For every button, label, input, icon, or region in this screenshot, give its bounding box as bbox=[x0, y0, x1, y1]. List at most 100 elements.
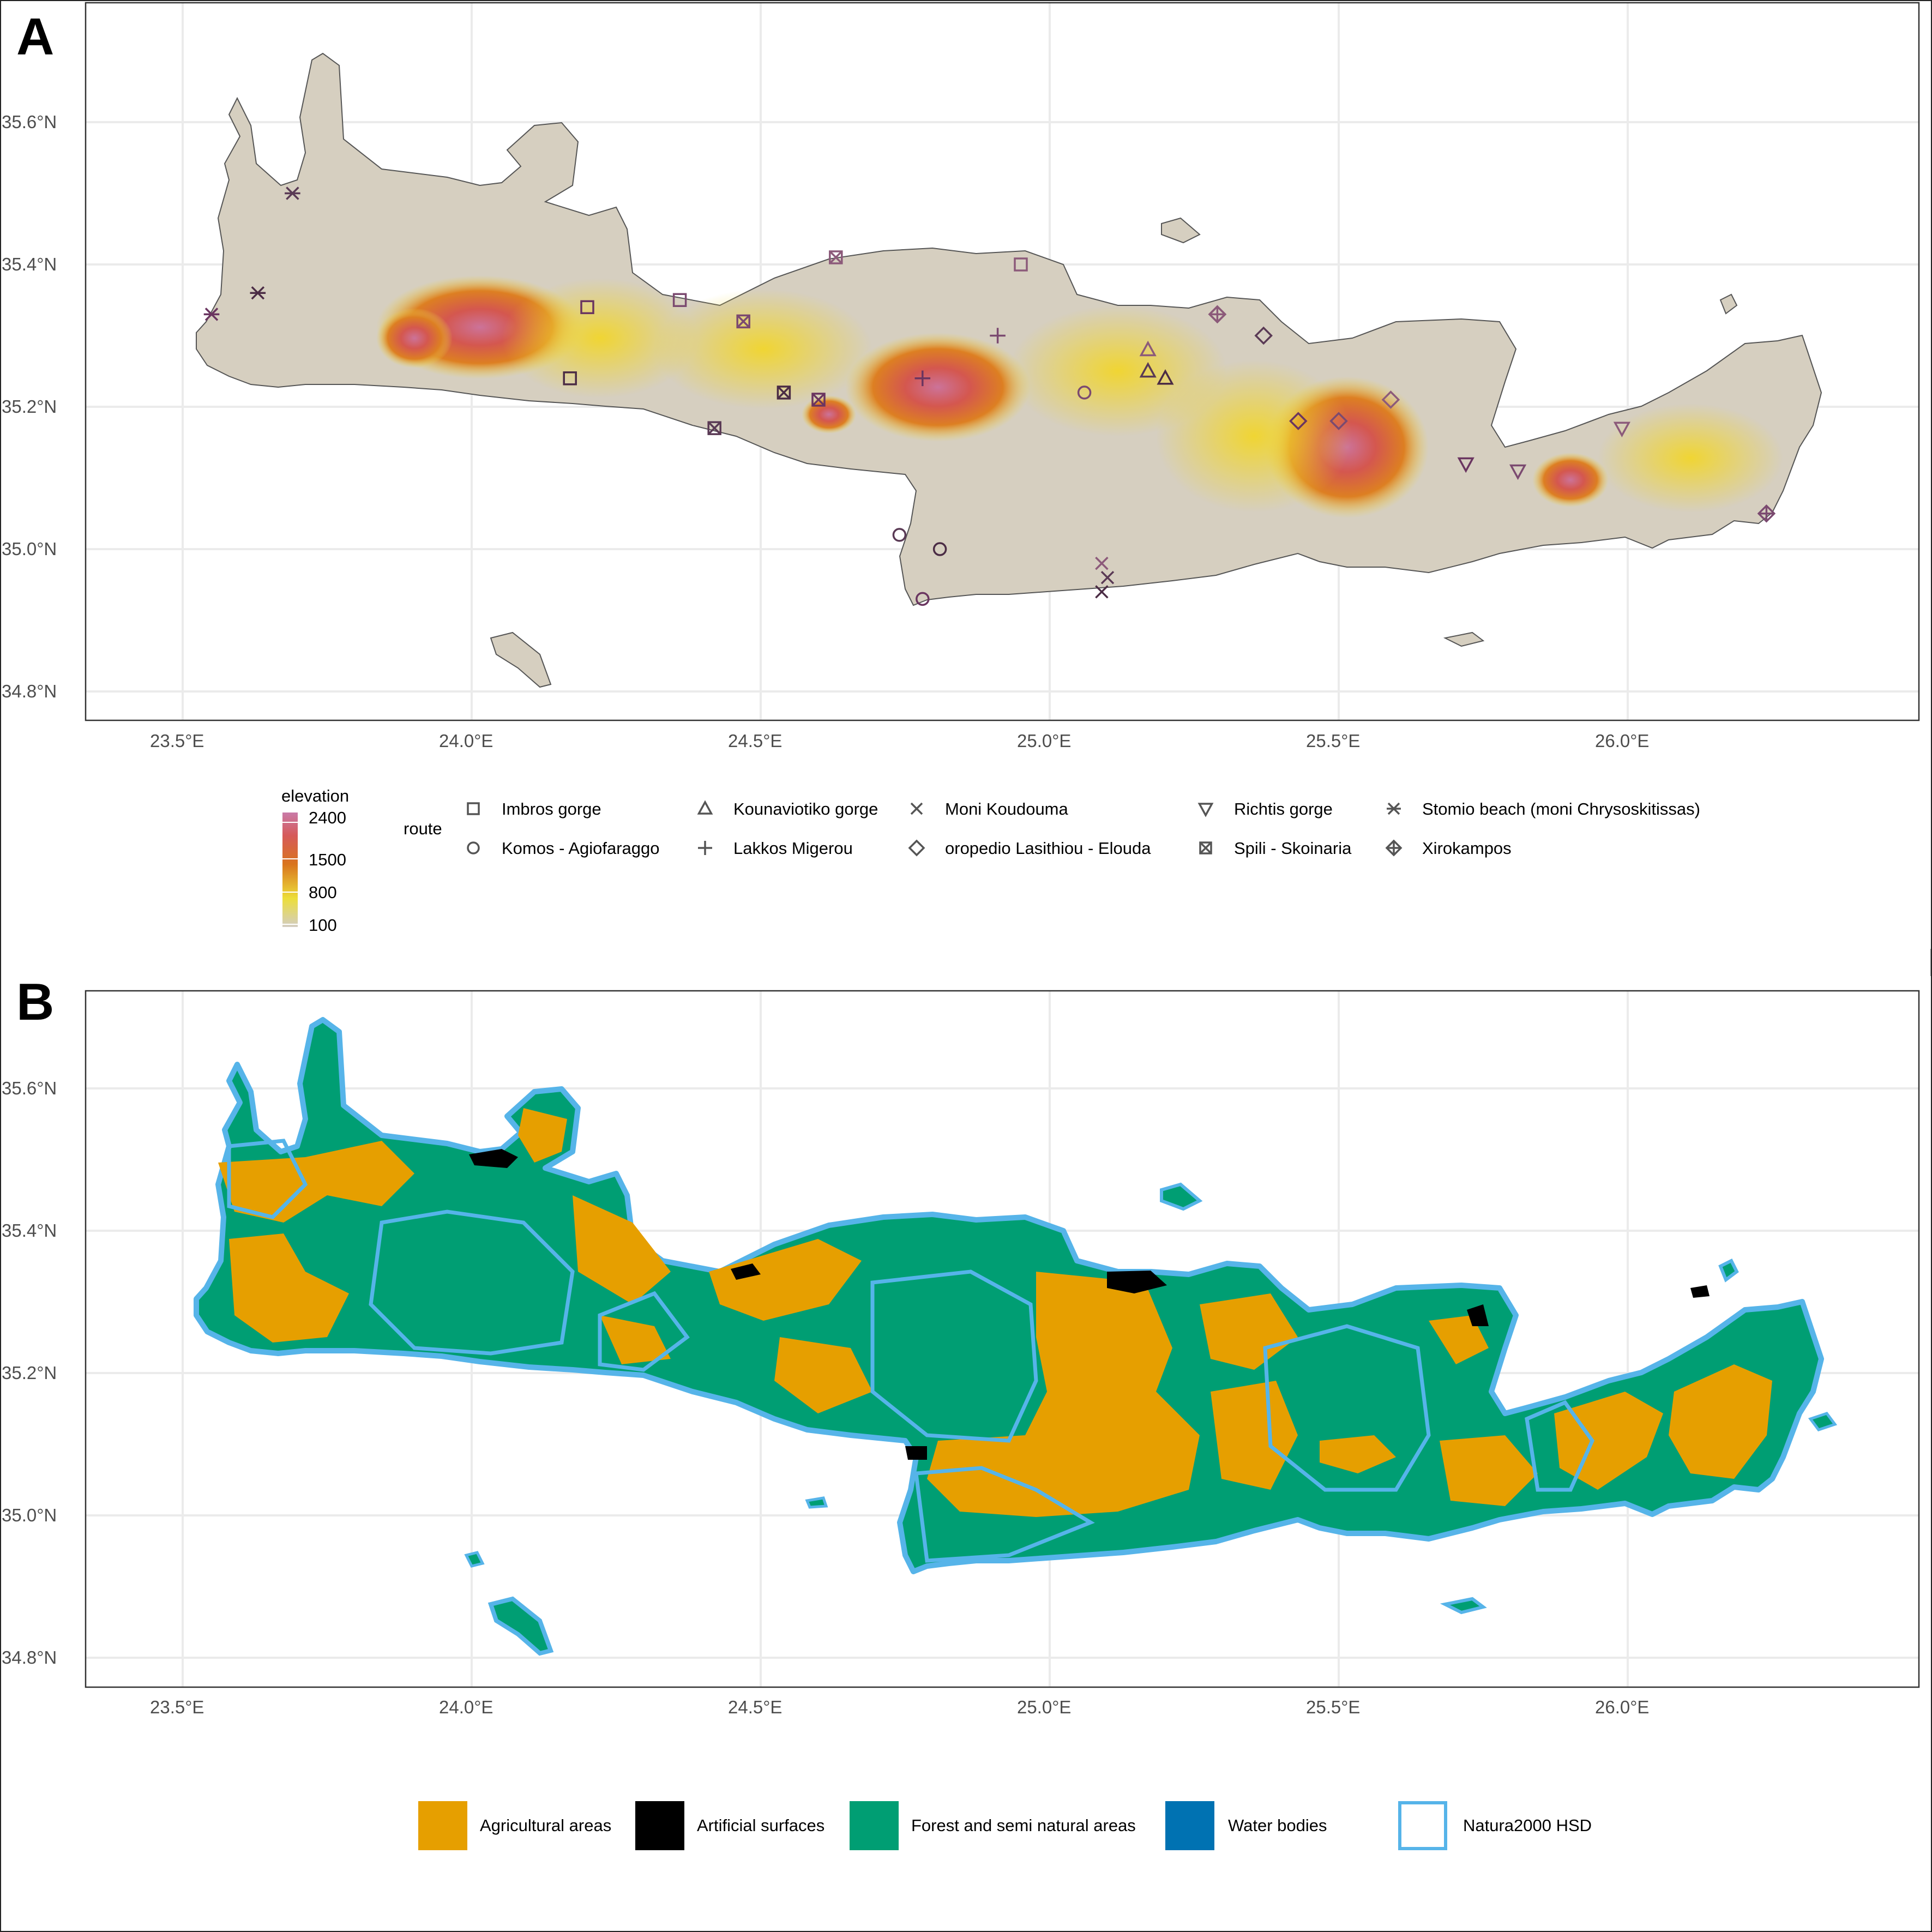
panel-b-letter: B bbox=[16, 973, 54, 1031]
agri-patch-rethymno bbox=[709, 1239, 862, 1321]
natura-lefka-ori bbox=[369, 1209, 575, 1356]
route-point-cross bbox=[1095, 585, 1109, 599]
y-tick-a-35-2: 35.2°N bbox=[2, 396, 57, 417]
route-point-triangle-up bbox=[1139, 340, 1157, 357]
x-tick-a-24-0: 24.0°E bbox=[439, 731, 493, 751]
route-point-diamond bbox=[1329, 412, 1348, 430]
urban-rethymno bbox=[731, 1263, 761, 1280]
urban-moires bbox=[905, 1446, 927, 1460]
crete-elevation-surface bbox=[196, 52, 1822, 688]
route-point-asterisk bbox=[203, 308, 220, 321]
x-tick-a-23-5: 23.5°E bbox=[150, 731, 204, 751]
route-legend-label-xirokampos: Xirokampos bbox=[1422, 839, 1512, 858]
route-legend-symbol-asterisk bbox=[1387, 802, 1401, 815]
legend-swatch-agricultural bbox=[418, 1801, 467, 1850]
legend-swatch-forest bbox=[850, 1801, 899, 1850]
urban-sitia bbox=[1690, 1285, 1710, 1298]
elevation-label-800: 800 bbox=[309, 883, 337, 902]
route-point-square-cross bbox=[777, 386, 791, 400]
route-point-diamond-plus bbox=[1757, 504, 1776, 523]
legend-swatch-water bbox=[1165, 1801, 1214, 1850]
elevation-legend: elevation 2400 1500 800 100 bbox=[281, 786, 349, 935]
agri-patch-amari bbox=[774, 1337, 872, 1413]
route-legend-symbol-circle bbox=[467, 841, 480, 854]
route-point-square bbox=[563, 371, 577, 386]
elevation-legend-title: elevation bbox=[281, 786, 349, 805]
x-tick-a-25-0: 25.0°E bbox=[1017, 731, 1071, 751]
koufonisi-island-b bbox=[1808, 1412, 1838, 1431]
route-point-asterisk bbox=[250, 286, 266, 300]
route-point-cross bbox=[1095, 556, 1109, 570]
agri-patch-lasithi-plateau bbox=[1320, 1435, 1396, 1473]
agri-patch-apokoronas bbox=[573, 1195, 671, 1304]
route-point-plus bbox=[914, 370, 931, 387]
route-legend-label-imbros: Imbros gorge bbox=[502, 799, 601, 818]
y-tick-b-35-2: 35.2°N bbox=[2, 1363, 57, 1383]
y-tick-b-35-6: 35.6°N bbox=[2, 1078, 57, 1098]
route-point-circle bbox=[1077, 386, 1092, 400]
urban-heraklion bbox=[1107, 1271, 1167, 1293]
natura-asterousia bbox=[914, 1466, 1095, 1563]
route-legend-symbol-square-cross bbox=[1199, 841, 1212, 854]
route-point-cross bbox=[1100, 570, 1115, 585]
route-legend-label-komos: Komos - Agiofaraggo bbox=[502, 839, 660, 858]
route-point-triangle-up bbox=[1157, 369, 1174, 385]
route-legend-label-kounaviotiko: Kounaviotiko gorge bbox=[733, 799, 878, 818]
y-tick-b-35-4: 35.4°N bbox=[2, 1220, 57, 1241]
urban-agios-nikolaos bbox=[1467, 1304, 1489, 1326]
route-point-triangle-up bbox=[1139, 362, 1157, 378]
route-legend-symbols bbox=[467, 800, 1403, 857]
natura-west-coast bbox=[227, 1139, 308, 1219]
natura2000-outlines bbox=[227, 1139, 1595, 1563]
elevation-colorbar bbox=[282, 812, 298, 927]
route-point-square-cross bbox=[707, 421, 721, 435]
natura-kourtaliotiko bbox=[598, 1291, 690, 1372]
route-point-circle bbox=[892, 528, 907, 542]
route-legend-label-lakkos: Lakkos Migerou bbox=[733, 839, 853, 858]
agricultural-patches bbox=[218, 1108, 1772, 1517]
route-legend-symbol-cross bbox=[910, 802, 923, 815]
x-tick-a-25-5: 25.5°E bbox=[1306, 731, 1360, 751]
legend-label-natura2000: Natura2000 HSD bbox=[1463, 1816, 1592, 1835]
pre-dikti-warm-zone bbox=[1156, 360, 1352, 513]
y-tick-b-35-0: 35.0°N bbox=[2, 1505, 57, 1525]
legend-label-artificial: Artificial surfaces bbox=[697, 1816, 824, 1835]
agri-patch-sitia bbox=[1669, 1364, 1772, 1479]
chrysi-island-a bbox=[1443, 631, 1485, 647]
route-point-circle bbox=[916, 592, 930, 606]
natura-thripti bbox=[1525, 1400, 1595, 1492]
panel-b-axes: 35.6°N 35.4°N 35.2°N 35.0°N 34.8°N 23.5°… bbox=[2, 1078, 1649, 1717]
legend-label-agricultural: Agricultural areas bbox=[480, 1816, 611, 1835]
route-legend-label-stomio: Stomio beach (moni Chrysoskitissas) bbox=[1422, 799, 1700, 818]
route-point-square-cross bbox=[811, 393, 826, 407]
x-tick-b-24-5: 24.5°E bbox=[728, 1697, 782, 1717]
route-point-square bbox=[672, 293, 687, 307]
panel-a-letter: A bbox=[16, 8, 54, 66]
paximadia-island-b bbox=[805, 1496, 828, 1509]
agri-patch-heraklion bbox=[927, 1272, 1200, 1517]
legend-swatch-natura2000 bbox=[1398, 1801, 1447, 1850]
x-tick-a-26-0: 26.0°E bbox=[1595, 731, 1649, 751]
route-point-diamond bbox=[1254, 326, 1273, 345]
panel-a-elevation-map: A 35.6°N 35.4°N 35 bbox=[2, 2, 1920, 935]
panel-a-frame bbox=[85, 2, 1920, 721]
y-tick-a-35-6: 35.6°N bbox=[2, 112, 57, 132]
crete-landcover-surface bbox=[194, 1017, 1838, 1656]
route-point-diamond bbox=[1381, 390, 1400, 409]
route-legend-label-koudouma: Moni Koudouma bbox=[945, 799, 1069, 818]
x-tick-b-25-5: 25.5°E bbox=[1306, 1697, 1360, 1717]
agri-patch-pediada bbox=[1200, 1293, 1298, 1370]
legend-swatch-artificial bbox=[635, 1801, 684, 1850]
panel-b-landcover-map: B bbox=[2, 973, 1920, 1850]
west-massif-elevation bbox=[376, 308, 453, 368]
route-legend-symbol-square bbox=[467, 802, 480, 815]
route-point-triangle-down bbox=[1509, 464, 1527, 480]
route-legend-label-lasithiou: oropedio Lasithiou - Elouda bbox=[945, 839, 1151, 858]
x-tick-a-24-5: 24.5°E bbox=[728, 731, 782, 751]
agri-patch-viannos bbox=[1211, 1381, 1298, 1490]
artificial-surfaces bbox=[469, 1149, 1710, 1460]
x-tick-b-23-5: 23.5°E bbox=[150, 1697, 204, 1717]
route-points-layer bbox=[203, 186, 1776, 606]
route-legend-symbol-triangle-up bbox=[697, 800, 713, 815]
agri-patch-sfakia bbox=[600, 1315, 671, 1364]
